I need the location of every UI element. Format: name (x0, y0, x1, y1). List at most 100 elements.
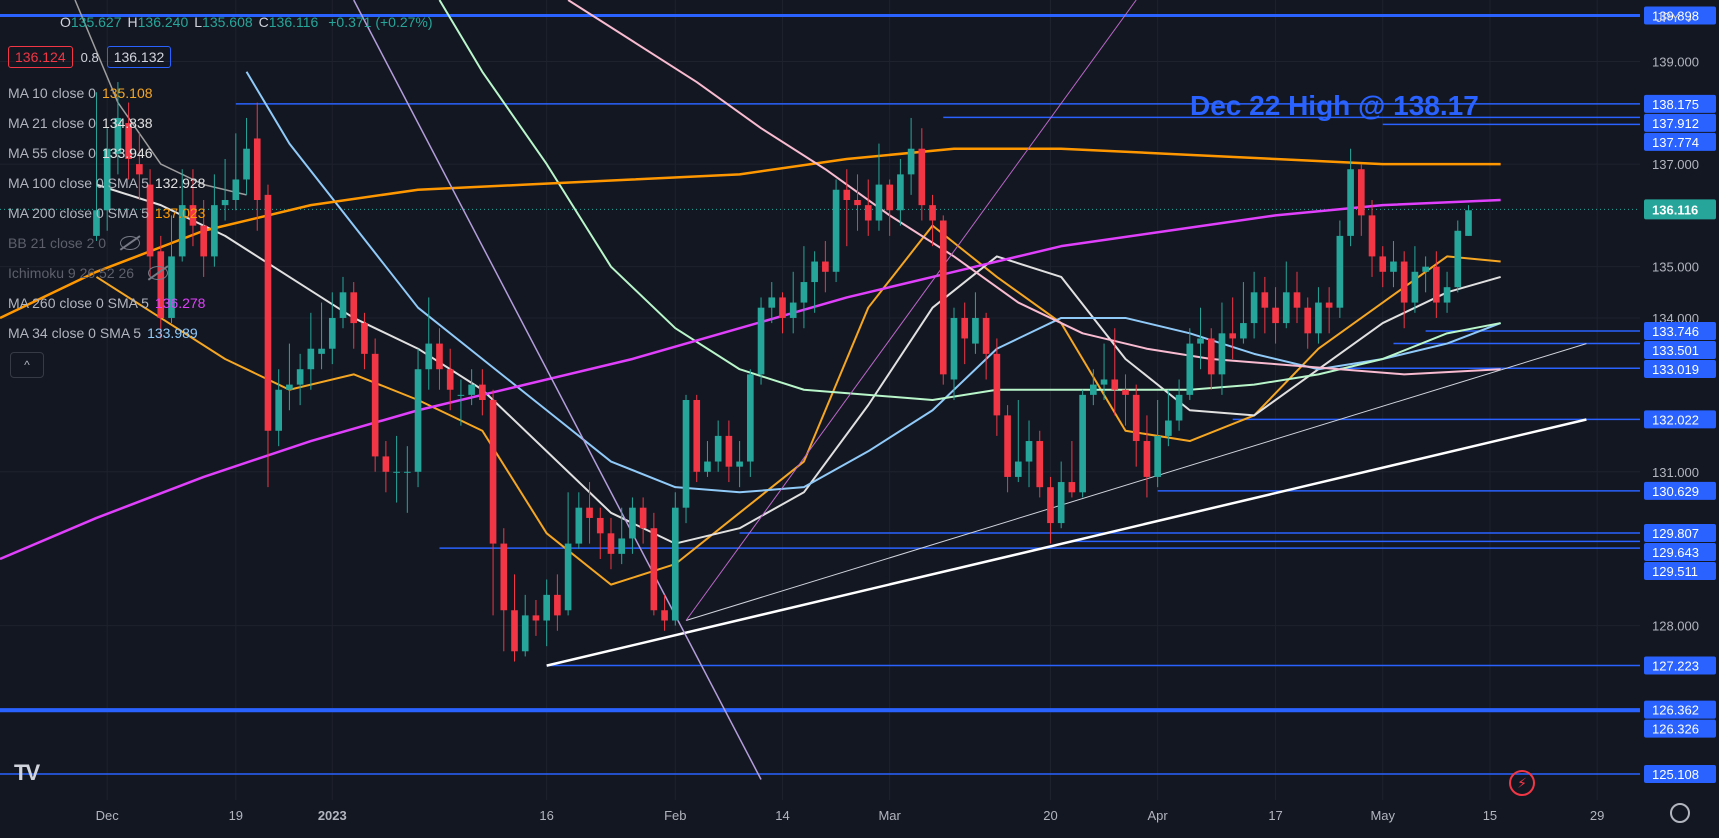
indicator-row[interactable]: MA 100 close 0 SMA 5 132.928 (8, 168, 205, 198)
level-price-tag[interactable] (1644, 132, 1716, 151)
candle[interactable] (157, 251, 165, 318)
candle[interactable] (339, 292, 347, 318)
candle[interactable] (264, 194, 272, 431)
candle[interactable] (146, 184, 154, 257)
candle[interactable] (468, 384, 475, 395)
candle[interactable] (168, 256, 175, 318)
candle[interactable] (832, 189, 840, 272)
candle[interactable] (1036, 441, 1044, 488)
candle[interactable] (1197, 338, 1204, 344)
candle[interactable] (1304, 307, 1312, 334)
candle[interactable] (125, 123, 132, 159)
candle[interactable] (393, 471, 400, 473)
trendline[interactable] (685, 343, 1587, 621)
candle[interactable] (371, 353, 379, 457)
candle[interactable] (564, 543, 572, 611)
candle[interactable] (918, 148, 926, 206)
candle[interactable] (1282, 292, 1290, 324)
candle[interactable] (929, 205, 936, 221)
candle[interactable] (1218, 333, 1226, 375)
candle[interactable] (650, 528, 658, 611)
candle[interactable] (1454, 230, 1462, 288)
candle[interactable] (1186, 343, 1194, 395)
candle[interactable] (328, 317, 336, 349)
time-axis[interactable]: Dec 19 2023 16 Feb 14 Mar 20 Apr 17 May 15 29 (0, 800, 1719, 838)
candle[interactable] (1422, 266, 1429, 272)
candle[interactable] (822, 261, 829, 272)
tradingview-logo-icon[interactable]: TV (14, 760, 40, 785)
indicator-row[interactable]: MA 21 close 0 134.838 (8, 108, 205, 138)
candle[interactable] (275, 389, 283, 431)
candle[interactable] (629, 507, 636, 539)
level-price-tag[interactable] (1644, 656, 1716, 675)
candle[interactable] (961, 317, 969, 339)
candle[interactable] (436, 343, 443, 370)
hidden-eye-icon[interactable] (148, 266, 169, 280)
candle[interactable] (747, 374, 754, 462)
hidden-eye-icon[interactable] (120, 236, 141, 250)
candle[interactable] (1325, 302, 1333, 308)
candle[interactable] (243, 148, 250, 180)
candle[interactable] (607, 533, 615, 554)
candle[interactable] (221, 200, 229, 206)
trendline[interactable] (685, 0, 1137, 621)
candle[interactable] (993, 353, 1001, 416)
collapse-legend-button[interactable]: ^ (10, 352, 44, 378)
candle[interactable] (1390, 261, 1397, 272)
candle[interactable] (1368, 215, 1376, 257)
candle[interactable] (854, 200, 861, 206)
candle[interactable] (671, 507, 679, 621)
candle[interactable] (446, 369, 454, 390)
candle[interactable] (1143, 441, 1151, 477)
candle[interactable] (1229, 333, 1237, 339)
trendline[interactable] (353, 0, 762, 780)
candle[interactable] (382, 456, 390, 472)
candle[interactable] (103, 148, 111, 211)
level-price-tag[interactable] (1644, 523, 1716, 542)
level-price-tag[interactable] (1644, 113, 1716, 132)
candle[interactable] (178, 205, 186, 257)
level-price-tag[interactable] (1644, 321, 1716, 340)
candle[interactable] (361, 323, 368, 354)
candle[interactable] (1293, 292, 1301, 308)
candle[interactable] (479, 384, 486, 400)
candle[interactable] (200, 225, 207, 257)
candle[interactable] (1100, 379, 1108, 385)
candle[interactable] (93, 210, 100, 236)
candle[interactable] (189, 205, 197, 226)
candle[interactable] (232, 179, 240, 200)
level-price-tag[interactable] (1644, 410, 1716, 429)
candle[interactable] (864, 205, 872, 221)
candle[interactable] (425, 343, 433, 370)
indicator-row[interactable]: MA 34 close 0 SMA 5 133.989 (8, 318, 205, 348)
candle[interactable] (725, 435, 733, 467)
price-axis[interactable]: 128.000131.000134.000135.000137.000139.0… (1640, 0, 1719, 838)
level-price-tag[interactable] (1644, 700, 1716, 719)
level-price-tag[interactable] (1644, 719, 1716, 738)
candle[interactable] (811, 261, 818, 283)
candle[interactable] (114, 117, 122, 154)
candle[interactable] (521, 615, 529, 652)
candle[interactable] (907, 148, 915, 175)
candle[interactable] (500, 543, 508, 611)
candle[interactable] (757, 307, 765, 375)
candle[interactable] (596, 517, 604, 534)
indicator-row[interactable]: BB 21 close 2 0 (8, 228, 205, 258)
candle[interactable] (1111, 379, 1119, 390)
level-price-tag[interactable] (1644, 481, 1716, 500)
candle[interactable] (618, 538, 626, 554)
candle[interactable] (704, 461, 711, 472)
candle[interactable] (779, 297, 786, 318)
candle[interactable] (639, 507, 647, 529)
level-price-tag[interactable] (1644, 542, 1716, 561)
candle[interactable] (897, 174, 904, 211)
candle[interactable] (661, 610, 668, 621)
candle[interactable] (693, 400, 701, 472)
candle[interactable] (1336, 235, 1344, 308)
candle[interactable] (843, 189, 851, 200)
last-price-tag[interactable] (1644, 199, 1716, 220)
candle[interactable] (457, 394, 465, 396)
candle[interactable] (875, 184, 883, 221)
candle[interactable] (1379, 256, 1387, 272)
